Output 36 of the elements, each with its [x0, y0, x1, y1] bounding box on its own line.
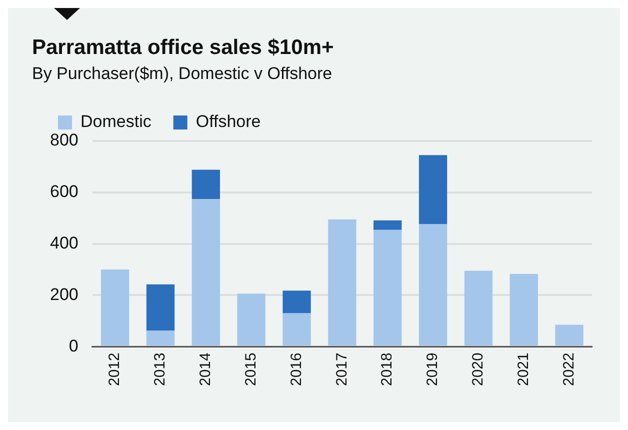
- x-tick-label: 2012: [106, 352, 124, 386]
- y-tick-label: 200: [50, 284, 78, 304]
- bar: [192, 199, 220, 346]
- bar: [510, 274, 538, 346]
- bar: [464, 270, 493, 346]
- x-tick-label: 2014: [197, 352, 214, 386]
- bar: [282, 313, 311, 346]
- bar: [555, 324, 584, 346]
- x-tick-label: 2015: [242, 352, 260, 386]
- bar: [146, 284, 175, 330]
- legend-label: Domestic: [80, 112, 152, 132]
- y-tick-label: 0: [68, 336, 78, 356]
- y-tick-label: 600: [50, 182, 78, 202]
- bar: [237, 294, 266, 346]
- bar: [418, 224, 448, 346]
- x-tick-label: 2013: [152, 352, 169, 386]
- x-tick-label: 2021: [515, 352, 532, 386]
- bar: [418, 155, 448, 224]
- x-tick-label: 2016: [288, 352, 305, 386]
- bar: [328, 219, 356, 346]
- x-tick-label: 2019: [424, 352, 442, 386]
- bar: [192, 170, 220, 200]
- chart-subtitle: By Purchaser($m), Domestic v Offshore: [32, 63, 334, 84]
- bar: [282, 290, 311, 314]
- x-tick-label: 2018: [378, 352, 396, 386]
- chart-title: Parramatta office sales $10m+: [32, 35, 335, 60]
- x-tick-label: 2022: [560, 352, 578, 386]
- y-tick-label: 400: [50, 234, 78, 253]
- bar: [374, 220, 402, 230]
- bar: [100, 270, 130, 346]
- bar: [374, 230, 402, 346]
- x-tick-label: 2020: [470, 352, 487, 386]
- x-tick-label: 2017: [333, 352, 350, 386]
- bar: [146, 330, 175, 346]
- legend-label: Offshore: [196, 112, 261, 132]
- y-tick-label: 800: [50, 130, 78, 150]
